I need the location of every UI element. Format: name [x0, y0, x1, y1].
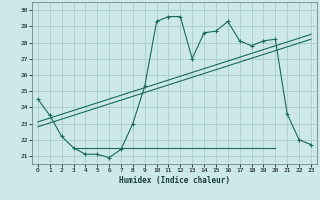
X-axis label: Humidex (Indice chaleur): Humidex (Indice chaleur) [119, 176, 230, 185]
